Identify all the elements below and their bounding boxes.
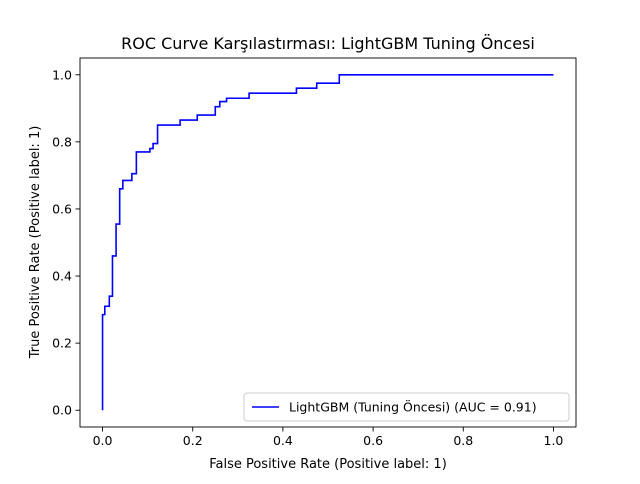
y-tick-label: 0.2 — [52, 336, 72, 351]
y-axis-label: True Positive Rate (Positive label: 1) — [28, 126, 43, 360]
roc-curve-line-0 — [101, 73, 554, 411]
x-tick-label: 0.0 — [93, 433, 113, 448]
y-tick-label: 0.8 — [52, 134, 72, 149]
y-tick-label: 0.4 — [52, 269, 72, 284]
legend-box — [243, 392, 570, 422]
y-tick-label: 1.0 — [52, 67, 72, 82]
legend: LightGBM (Tuning Öncesi) (AUC = 0.91) — [243, 392, 570, 422]
plot-area: 0.0 0.2 0.4 0.6 0.8 1.0 0.0 0.2 0.4 0.6 0.8 1.0 — [52, 57, 577, 448]
x-tick-label: 0.2 — [183, 433, 203, 448]
y-tick-label: 0.6 — [52, 201, 72, 216]
x-tick-label: 0.8 — [453, 433, 473, 448]
axes-frame — [79, 57, 577, 428]
legend-label-0: LightGBM (Tuning Öncesi) (AUC = 0.91) — [289, 399, 537, 415]
x-tick-label: 0.6 — [363, 433, 383, 448]
x-tick-label: 0.4 — [273, 433, 293, 448]
y-tick-label: 0.0 — [52, 403, 72, 418]
x-tick-label: 1.0 — [544, 433, 564, 448]
x-axis-label: False Positive Rate (Positive label: 1) — [209, 457, 447, 472]
chart-title: ROC Curve Karşılastırması: LightGBM Tuni… — [121, 34, 535, 53]
